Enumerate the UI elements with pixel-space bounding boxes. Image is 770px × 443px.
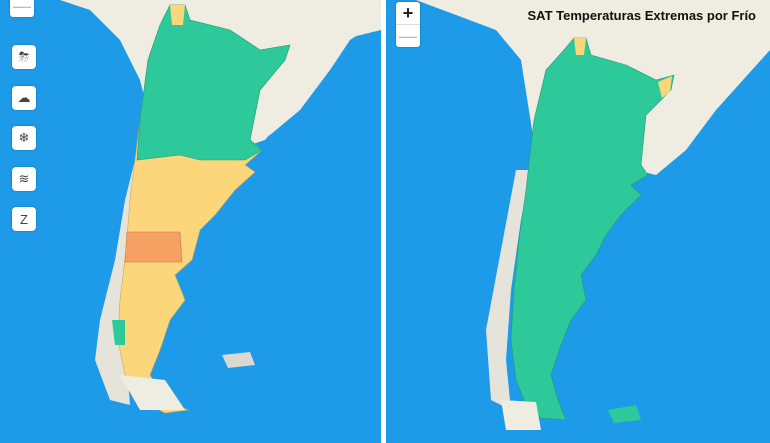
snow-layer-button[interactable]: ❄ bbox=[12, 126, 36, 150]
wind-layer-button[interactable]: ≋ bbox=[12, 167, 36, 191]
left-map[interactable] bbox=[0, 0, 381, 443]
orange-alert-zone bbox=[124, 231, 183, 263]
north-yellow-area bbox=[574, 38, 586, 55]
northeast-yellow-area bbox=[658, 76, 672, 98]
left-map-panel[interactable]: — ⛈ ☁ ❄ ≋ Z bbox=[0, 0, 381, 443]
brazil-land bbox=[250, 0, 381, 145]
zoom-in-button[interactable]: + bbox=[402, 2, 414, 23]
zoom-out-button[interactable]: — bbox=[10, 0, 34, 17]
argentina-green-alert bbox=[510, 37, 675, 421]
map-title: SAT Temperaturas Extremas por Frío bbox=[527, 8, 756, 23]
tierra-del-fuego-land bbox=[501, 400, 541, 430]
snowflake-icon: ❄ bbox=[18, 130, 30, 145]
chile-land bbox=[486, 170, 531, 410]
north-yellow-area bbox=[170, 5, 185, 25]
malvinas-islands bbox=[608, 405, 641, 423]
right-map-panel[interactable]: + — SAT Temperaturas Extremas por Frío bbox=[386, 0, 770, 443]
right-map[interactable] bbox=[386, 0, 770, 443]
tierra-del-fuego-land bbox=[120, 375, 185, 410]
malvinas-islands bbox=[222, 352, 255, 368]
zonda-icon: Z bbox=[20, 211, 28, 227]
zoom-control: — bbox=[10, 0, 34, 17]
zoom-control: + — bbox=[396, 2, 420, 47]
storm-layer-button[interactable]: ⛈ bbox=[12, 45, 36, 69]
rain-cloud-icon: ☁ bbox=[17, 90, 31, 105]
argentina-green-alert bbox=[136, 4, 291, 161]
storm-icon: ⛈ bbox=[18, 49, 30, 64]
zoom-out-button[interactable]: — bbox=[396, 24, 420, 47]
wind-icon: ≋ bbox=[18, 171, 30, 186]
south-green-area bbox=[112, 320, 125, 345]
rain-layer-button[interactable]: ☁ bbox=[12, 86, 36, 110]
zonda-layer-button[interactable]: Z bbox=[12, 207, 36, 231]
